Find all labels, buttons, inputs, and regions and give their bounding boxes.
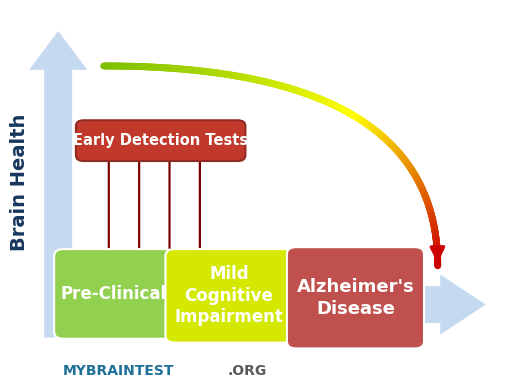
Text: MYBRAINTEST: MYBRAINTEST xyxy=(63,364,174,378)
FancyBboxPatch shape xyxy=(76,120,245,161)
Polygon shape xyxy=(58,275,485,334)
Text: Early Detection Tests: Early Detection Tests xyxy=(73,133,248,148)
FancyBboxPatch shape xyxy=(165,249,292,343)
FancyBboxPatch shape xyxy=(54,249,173,339)
Text: .ORG: .ORG xyxy=(227,364,267,378)
Text: Mild
Cognitive
Impairment: Mild Cognitive Impairment xyxy=(174,265,283,326)
Text: Brain Health: Brain Health xyxy=(10,114,29,251)
Polygon shape xyxy=(29,31,87,338)
Text: Pre-Clinical: Pre-Clinical xyxy=(61,285,167,303)
Text: Alzheimer's
Disease: Alzheimer's Disease xyxy=(296,278,414,317)
FancyBboxPatch shape xyxy=(286,247,423,348)
